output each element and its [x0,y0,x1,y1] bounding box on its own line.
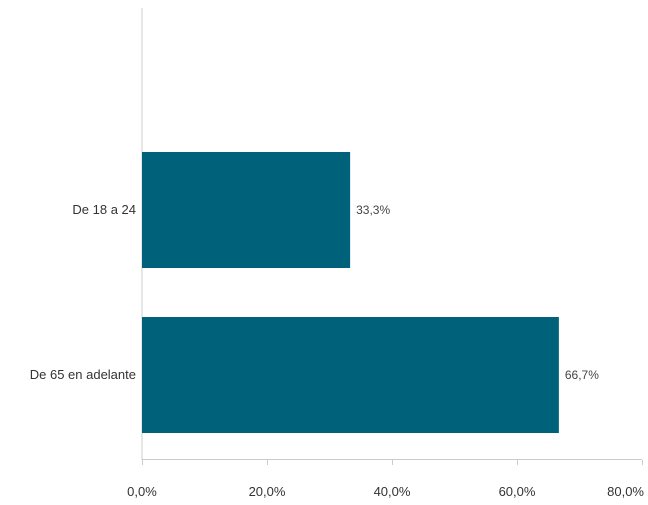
category-labels: De 18 a 24 De 65 en adelante [30,202,136,382]
category-label-1: De 65 en adelante [30,367,136,382]
category-label-0: De 18 a 24 [72,202,136,217]
data-labels: 33,3% 66,7% [356,203,599,382]
data-label-1: 66,7% [565,368,599,382]
x-tick-label-1: 20,0% [249,484,286,499]
bar-0 [142,152,351,268]
x-tick-label-3: 60,0% [499,484,536,499]
x-tick-label-2: 40,0% [374,484,411,499]
x-axis-ticks: 0,0% 20,0% 40,0% 60,0% 80,0% [127,460,644,499]
bars-group [142,152,559,433]
x-tick-label-4: 80,0% [607,484,644,499]
x-tick-label-0: 0,0% [127,484,157,499]
bar-1 [142,317,559,433]
data-label-0: 33,3% [356,203,390,217]
